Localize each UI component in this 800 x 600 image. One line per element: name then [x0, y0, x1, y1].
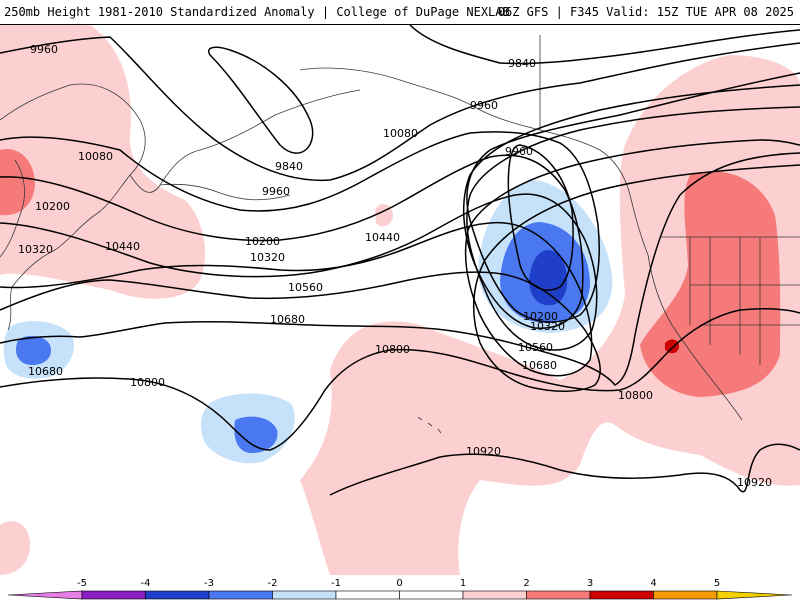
anomaly-neg2-south [234, 416, 278, 453]
contour-label: 10320 [530, 320, 565, 333]
contour-label: 10680 [270, 313, 305, 326]
contour-label: 10320 [18, 243, 53, 256]
contour-10920 [329, 443, 800, 496]
map-title: 250mb Height 1981-2010 Standardized Anom… [4, 5, 510, 19]
contour-label: 10200 [245, 235, 280, 248]
colorbar-segment [716, 590, 793, 600]
colorbar-tick-label: -5 [77, 578, 87, 589]
colorbar-tick-label: -4 [141, 578, 151, 589]
contour-label: 9960 [30, 43, 58, 56]
colorbar-segment [272, 590, 337, 600]
contour-label: 10800 [618, 389, 653, 402]
anomaly-colorbar: -5 -4 -3 -2 -1 0 1 2 3 4 5 [7, 578, 793, 600]
coast-kamchatka [129, 89, 361, 193]
anomaly-pos1-west-pacific [0, 25, 205, 299]
contour-label: 9840 [275, 160, 303, 173]
anomaly-map: 9960 10080 10200 10320 10440 10680 10800… [0, 25, 800, 575]
contour-label: 10440 [105, 240, 140, 253]
colorbar-segment [335, 590, 400, 600]
contour-label: 10800 [375, 343, 410, 356]
extreme-positive-anomaly [665, 339, 680, 354]
colorbar-ticks: -5 -4 -3 -2 -1 0 1 2 3 4 5 [77, 578, 720, 589]
colorbar-segment [589, 590, 654, 600]
colorbar-segment [399, 590, 464, 600]
hawaii-islands [417, 416, 442, 434]
colorbar-tick-label: 1 [460, 578, 466, 589]
colorbar-tick-label: 3 [587, 578, 593, 589]
contour-label: 10560 [288, 281, 323, 294]
anomaly-pos3-spot [665, 339, 680, 354]
anomaly-pos2-far-west [0, 149, 35, 216]
coast-aleutians [159, 183, 291, 201]
colorbar-tick-label: 2 [523, 578, 529, 589]
colorbar-tick-label: 0 [396, 578, 402, 589]
colorbar-segment [145, 590, 210, 600]
contour-10080 [0, 72, 800, 323]
colorbar-segment [208, 590, 273, 600]
anomaly-neg3-trough [529, 250, 568, 306]
contour-10680 [0, 152, 800, 386]
contour-label: 10440 [365, 231, 400, 244]
contour-label: 10080 [383, 127, 418, 140]
contour-label: 10200 [35, 200, 70, 213]
coastlines [0, 35, 800, 434]
contour-9840-north [409, 25, 800, 65]
colorbar-tick-label: -1 [331, 578, 341, 589]
contour-label: 10920 [737, 476, 772, 489]
state-borders [689, 237, 800, 365]
coast-west-na [647, 254, 743, 421]
colorbar-tick-label: -3 [204, 578, 214, 589]
anomaly-pos1-central-pacific [300, 55, 800, 575]
colorbar-segment [81, 590, 146, 600]
contour-label: 10200 [523, 310, 558, 323]
map-header: 250mb Height 1981-2010 Standardized Anom… [0, 0, 800, 25]
colorbar-tick-label: 5 [714, 578, 720, 589]
positive-anomaly-shading [0, 25, 800, 575]
colorbar-segment [7, 590, 83, 600]
colorbar-tick-label: -2 [268, 578, 278, 589]
contour-10200 [0, 84, 800, 329]
contour-10800 [0, 308, 800, 451]
coast-asia [0, 83, 146, 331]
contour-9960-north [0, 36, 800, 182]
coast-japan [0, 159, 25, 258]
contour-10440 [0, 139, 800, 377]
contour-label: 10680 [28, 365, 63, 378]
contour-label: 10800 [130, 376, 165, 389]
colorbar-tick-label: 4 [650, 578, 656, 589]
colorbar-segment [526, 590, 591, 600]
contour-label: 10680 [522, 359, 557, 372]
anomaly-pos1-southwest [0, 521, 30, 575]
colorbar-segments [7, 590, 793, 600]
model-run-info: 06Z GFS | F345 Valid: 15Z TUE APR 08 202… [497, 5, 794, 19]
contour-10560 [0, 164, 800, 393]
colorbar-segment [653, 590, 718, 600]
contour-label: 9960 [262, 185, 290, 198]
anomaly-neg2-west [15, 335, 51, 365]
contour-label: 10080 [78, 150, 113, 163]
contour-label: 10920 [466, 445, 501, 458]
contour-label: 9840 [508, 57, 536, 70]
coast-alaska [299, 67, 649, 256]
contour-label: 9960 [505, 145, 533, 158]
contour-label: 9960 [470, 99, 498, 112]
contour-labels: 9960 10080 10200 10320 10440 10680 10800… [18, 43, 772, 489]
contour-label: 10320 [250, 251, 285, 264]
contour-9840-loop [208, 46, 314, 154]
height-contours [0, 25, 800, 496]
contour-label: 10560 [518, 341, 553, 354]
contour-10320 [0, 106, 800, 351]
colorbar-segment [462, 590, 527, 600]
